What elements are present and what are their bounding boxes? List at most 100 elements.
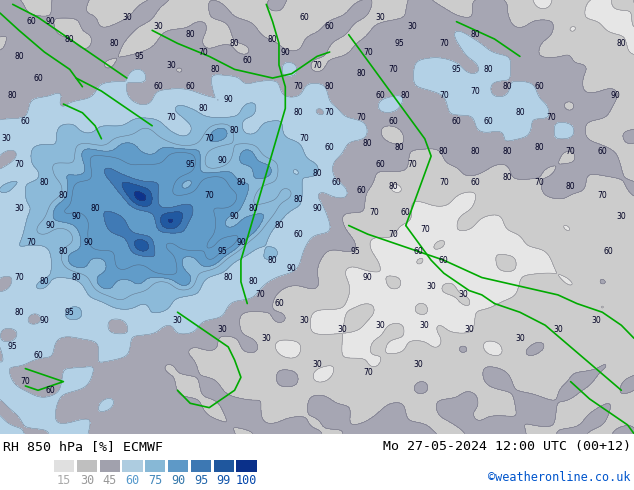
Text: 80: 80	[515, 108, 525, 117]
Text: 70: 70	[204, 191, 214, 199]
Text: 90: 90	[287, 265, 297, 273]
Text: 60: 60	[27, 17, 37, 26]
Text: 90: 90	[236, 238, 246, 247]
Text: 60: 60	[470, 178, 481, 187]
Text: 80: 80	[293, 195, 303, 204]
Text: 80: 80	[14, 52, 24, 61]
Text: 95: 95	[451, 65, 462, 74]
Text: 90: 90	[71, 212, 81, 221]
Text: RH 850 hPa [%] ECMWF: RH 850 hPa [%] ECMWF	[3, 441, 163, 453]
Text: 100: 100	[236, 474, 257, 487]
Text: 60: 60	[153, 82, 164, 91]
Text: 30: 30	[553, 325, 563, 334]
Text: 60: 60	[375, 160, 385, 169]
Text: 30: 30	[464, 325, 474, 334]
Text: 30: 30	[172, 317, 183, 325]
Bar	[122, 460, 143, 472]
Text: 60: 60	[597, 147, 607, 156]
Text: 80: 80	[274, 221, 284, 230]
Text: 80: 80	[210, 65, 221, 74]
Text: 70: 70	[14, 160, 24, 169]
Text: 80: 80	[109, 39, 119, 48]
Text: 60: 60	[413, 247, 424, 256]
Text: 60: 60	[401, 208, 411, 217]
Text: 70: 70	[439, 91, 449, 100]
Text: 60: 60	[274, 299, 284, 308]
Text: Mo 27-05-2024 12:00 UTC (00+12): Mo 27-05-2024 12:00 UTC (00+12)	[383, 441, 631, 453]
Text: 80: 80	[483, 65, 493, 74]
Text: 70: 70	[420, 225, 430, 234]
Text: 60: 60	[126, 474, 139, 487]
Text: 80: 80	[268, 34, 278, 44]
Text: 70: 70	[597, 191, 607, 199]
Text: 80: 80	[325, 82, 335, 91]
Text: 70: 70	[388, 230, 398, 239]
Text: 80: 80	[185, 30, 195, 39]
Text: 30: 30	[299, 317, 309, 325]
Text: 70: 70	[547, 113, 557, 122]
Bar	[236, 460, 257, 472]
Text: 70: 70	[293, 82, 303, 91]
Text: 80: 80	[388, 182, 398, 191]
Text: 80: 80	[90, 204, 100, 213]
Text: 80: 80	[71, 273, 81, 282]
Text: 60: 60	[325, 22, 335, 30]
Text: 80: 80	[230, 125, 240, 135]
Text: 95: 95	[134, 52, 145, 61]
Text: 60: 60	[483, 117, 493, 126]
Text: 60: 60	[356, 186, 366, 196]
Text: 70: 70	[20, 377, 30, 386]
Bar	[214, 460, 234, 472]
Text: 70: 70	[388, 65, 398, 74]
Text: 30: 30	[122, 13, 132, 22]
Text: 80: 80	[534, 143, 544, 152]
Text: 80: 80	[394, 143, 404, 152]
Text: 80: 80	[356, 69, 366, 78]
Text: 80: 80	[293, 108, 303, 117]
Text: ©weatheronline.co.uk: ©weatheronline.co.uk	[488, 471, 631, 484]
Text: 60: 60	[242, 56, 252, 65]
Text: 60: 60	[185, 82, 195, 91]
Text: 90: 90	[223, 95, 233, 104]
Text: 70: 70	[255, 291, 265, 299]
Text: 30: 30	[407, 22, 417, 30]
Text: 60: 60	[46, 386, 56, 395]
Text: 15: 15	[57, 474, 71, 487]
Text: 90: 90	[84, 238, 94, 247]
Text: 90: 90	[610, 91, 620, 100]
Text: 80: 80	[230, 39, 240, 48]
Text: 70: 70	[198, 48, 208, 56]
Text: 90: 90	[217, 156, 227, 165]
Text: 60: 60	[331, 178, 341, 187]
Text: 30: 30	[413, 360, 424, 369]
Text: 80: 80	[268, 256, 278, 265]
Text: 30: 30	[616, 212, 626, 221]
Text: 80: 80	[198, 104, 208, 113]
Text: 95: 95	[350, 247, 360, 256]
Text: 90: 90	[312, 204, 322, 213]
Text: 60: 60	[604, 247, 614, 256]
Text: 95: 95	[65, 308, 75, 317]
Text: 80: 80	[249, 204, 259, 213]
Text: 70: 70	[356, 113, 366, 122]
Text: 80: 80	[401, 91, 411, 100]
Text: 70: 70	[439, 39, 449, 48]
Text: 80: 80	[502, 82, 512, 91]
Text: 70: 70	[312, 61, 322, 70]
Text: 95: 95	[185, 160, 195, 169]
Text: 30: 30	[217, 325, 227, 334]
Text: 70: 70	[534, 178, 544, 187]
Text: 80: 80	[14, 308, 24, 317]
Text: 60: 60	[33, 74, 43, 82]
Text: 30: 30	[312, 360, 322, 369]
Text: 80: 80	[65, 34, 75, 44]
Text: 60: 60	[293, 230, 303, 239]
Text: 90: 90	[171, 474, 185, 487]
Text: 80: 80	[439, 147, 449, 156]
Text: 80: 80	[249, 277, 259, 286]
Bar	[191, 460, 211, 472]
Text: 30: 30	[426, 282, 436, 291]
Text: 80: 80	[58, 247, 68, 256]
Text: 30: 30	[458, 291, 468, 299]
Text: 70: 70	[363, 368, 373, 377]
